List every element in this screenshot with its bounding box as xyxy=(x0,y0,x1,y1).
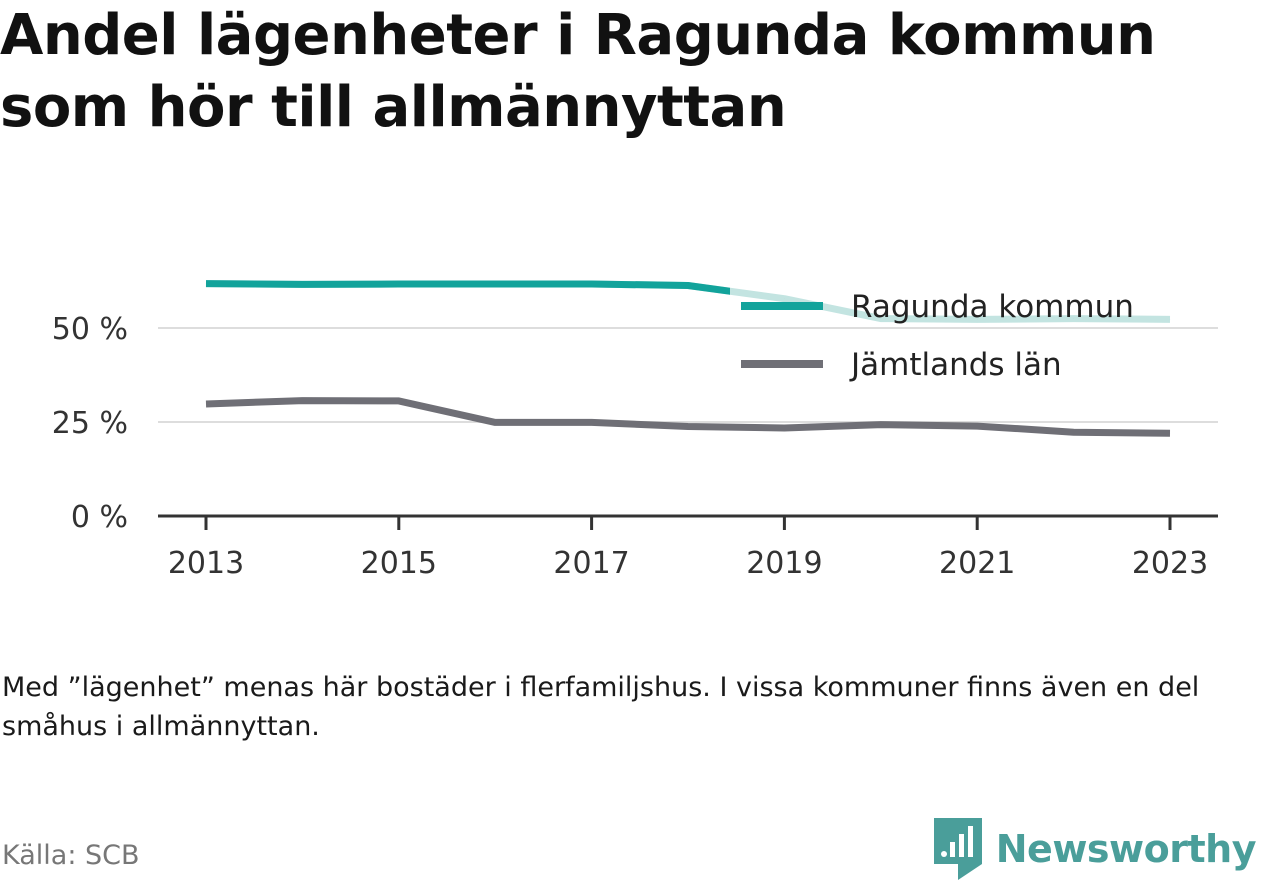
legend: Ragunda kommun Jämtlands län xyxy=(741,289,1134,383)
newsworthy-logo: Newsworthy xyxy=(934,818,1256,880)
x-tick-label: 2017 xyxy=(553,546,629,581)
series-line-jamtlands-lan xyxy=(206,401,1170,434)
chart-note: Med ”lägenhet” menas här bostäder i fler… xyxy=(2,668,1222,746)
x-tick-label: 2019 xyxy=(746,546,822,581)
line-chart: Ragunda kommun Jämtlands län 0 % 25 % 50 % 2… xyxy=(0,0,1262,640)
x-tick-label: 2021 xyxy=(939,546,1015,581)
x-tick-label: 2013 xyxy=(168,546,244,581)
y-tick-label: 25 % xyxy=(52,406,128,441)
legend-label-ragunda-kommun: Ragunda kommun xyxy=(851,289,1134,325)
y-tick-label: 0 % xyxy=(71,500,128,535)
x-tick-label: 2023 xyxy=(1132,546,1208,581)
newsworthy-logo-icon xyxy=(934,818,982,880)
x-tick-label: 2015 xyxy=(361,546,437,581)
legend-label-jamtlands-lan: Jämtlands län xyxy=(849,347,1062,383)
source-text: Källa: SCB xyxy=(2,840,140,871)
y-tick-label: 50 % xyxy=(52,312,128,347)
brand-name: Newsworthy xyxy=(996,827,1256,871)
